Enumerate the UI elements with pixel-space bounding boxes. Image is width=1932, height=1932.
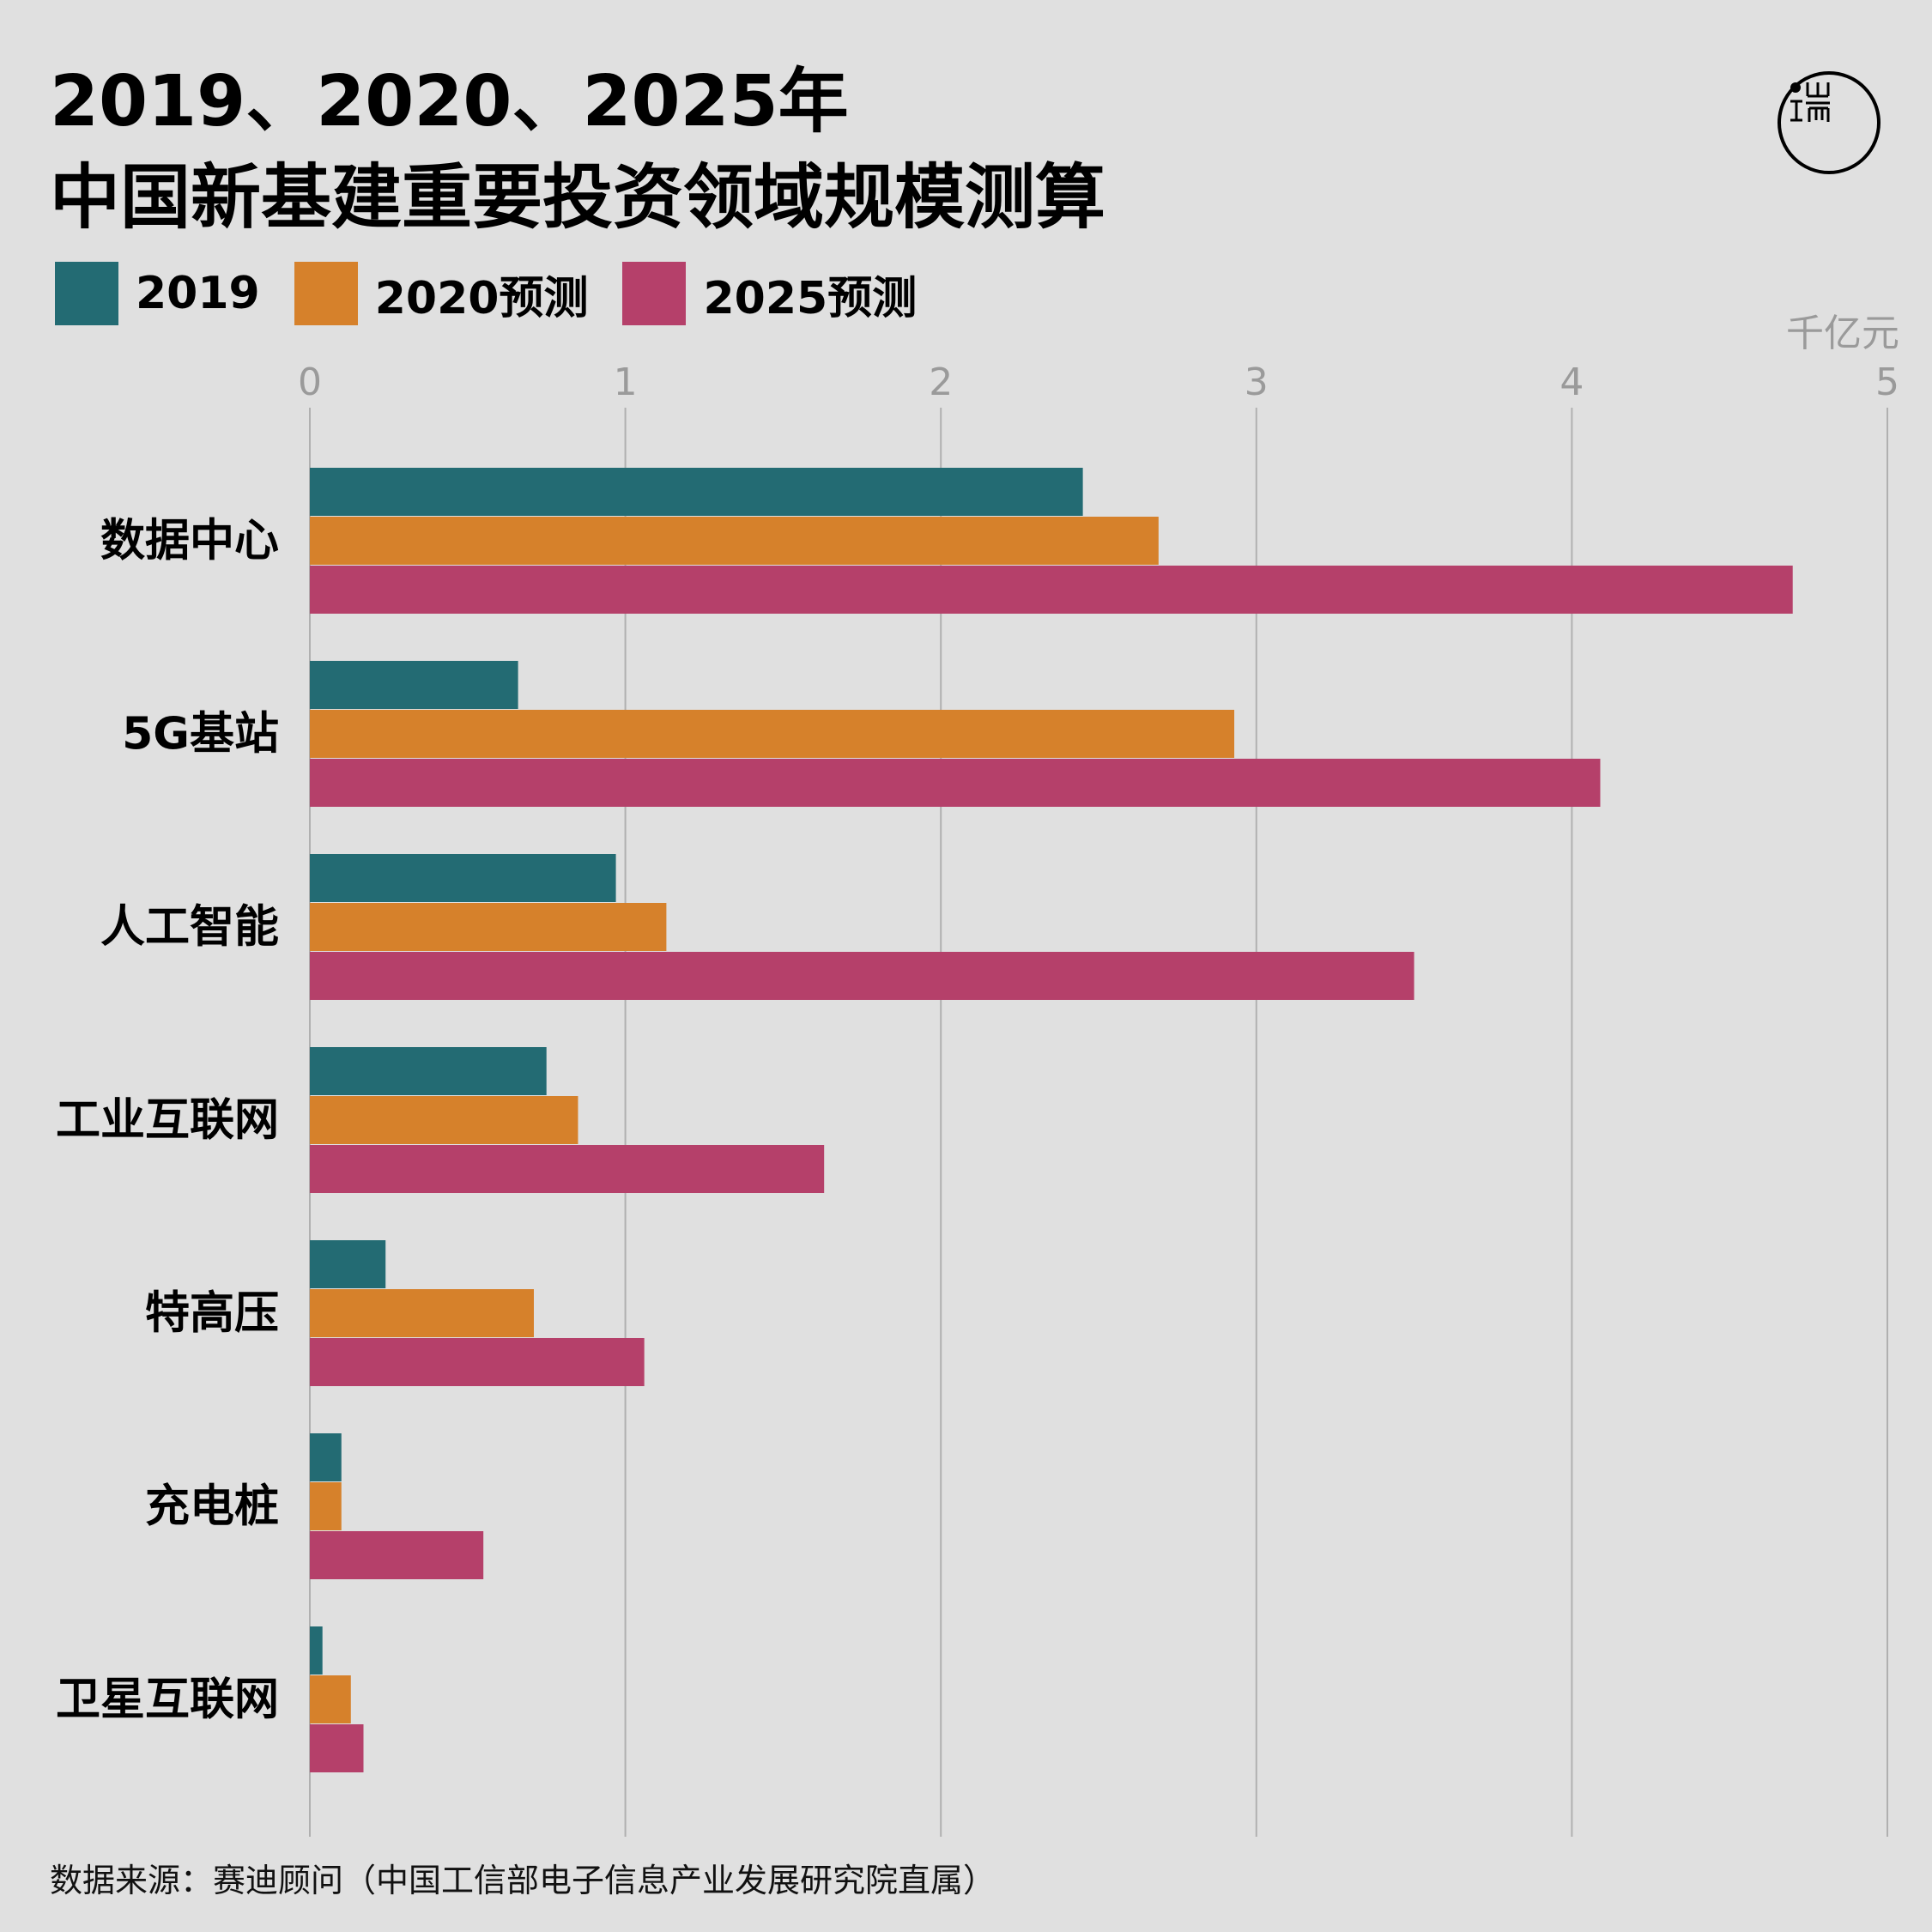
bar-5-2025预测 (310, 1338, 645, 1386)
category-label-7: 卫星互联网 (56, 1675, 279, 1726)
legend-swatch-2019 (55, 262, 118, 325)
category-label-3: 人工智能 (100, 902, 279, 954)
legend-item-2019: 2019 (55, 262, 260, 325)
bar-2-2020预测 (310, 710, 1235, 758)
chart-title-line2: 中国新基建重要投资领域规模测算 (50, 157, 1106, 239)
bar-1-2019 (310, 468, 1083, 516)
bar-3-2020预测 (310, 903, 667, 951)
legend-swatch-2025 (622, 262, 687, 325)
legend-item-2025: 2025预测 (622, 262, 917, 326)
legend-item-2020: 2020预测 (294, 262, 589, 326)
bar-3-2019 (310, 854, 616, 902)
unit-label: 千亿元 (1786, 312, 1899, 355)
category-label-1: 数据中心 (100, 516, 279, 567)
x-tick-label-2: 2 (929, 360, 953, 404)
x-tick-label-4: 4 (1560, 360, 1584, 404)
bar-3-2025预测 (310, 952, 1414, 1000)
bar-4-2025预测 (310, 1145, 825, 1193)
category-label-4: 工业互联网 (56, 1095, 279, 1147)
bar-1-2025预测 (310, 566, 1793, 614)
bar-6-2019 (310, 1433, 342, 1481)
bar-4-2019 (310, 1047, 547, 1095)
bar-7-2025预测 (310, 1724, 364, 1772)
legend-label-2025: 2025预测 (703, 272, 918, 324)
x-tick-label-5: 5 (1875, 360, 1899, 404)
x-tick-label-1: 1 (614, 360, 638, 404)
bar-7-2020预测 (310, 1675, 351, 1723)
bar-6-2025预测 (310, 1531, 484, 1579)
category-label-2: 5G基站 (122, 709, 279, 760)
bar-5-2020预测 (310, 1289, 534, 1337)
legend-label-2020: 2020预测 (374, 272, 589, 324)
category-label-5: 特高压 (145, 1288, 279, 1340)
bar-6-2020预测 (310, 1482, 342, 1530)
bar-1-2020预测 (310, 517, 1159, 565)
source-note: 数据来源：赛迪顾问（中国工信部电子信息产业发展研究院直属） (50, 1862, 996, 1899)
legend-swatch-2020 (294, 262, 358, 325)
chart-title-line1: 2019、2020、2025年 (50, 61, 849, 142)
bar-2-2019 (310, 661, 518, 709)
legend: 2019 2020预测 2025预测 (55, 262, 951, 325)
bar-7-2019 (310, 1626, 323, 1675)
x-tick-label-3: 3 (1245, 360, 1269, 404)
bar-4-2020预测 (310, 1096, 578, 1144)
端-logo-icon (1778, 71, 1881, 174)
bar-5-2019 (310, 1240, 386, 1288)
legend-label-2019: 2019 (136, 268, 260, 319)
x-tick-label-0: 0 (298, 360, 322, 404)
category-label-6: 充电桩 (145, 1481, 279, 1533)
bar-2-2025预测 (310, 759, 1601, 807)
